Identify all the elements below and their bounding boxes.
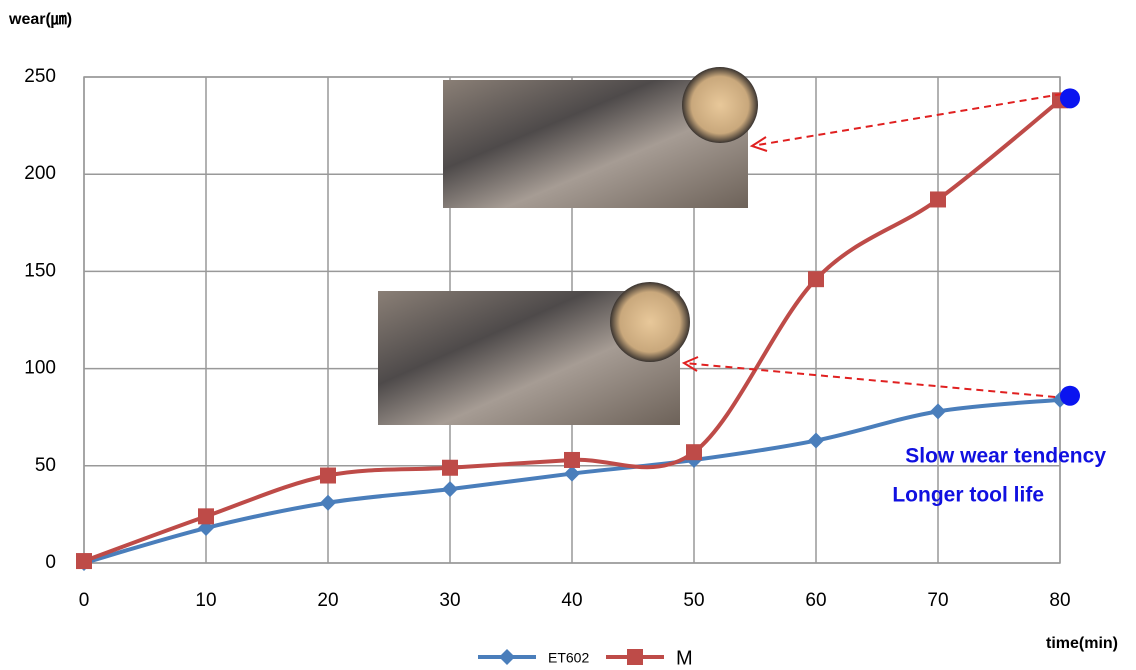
annotation: Slow wear tendency: [905, 445, 1106, 468]
photo-hole: [610, 282, 690, 362]
photo-hole: [682, 67, 758, 143]
arrowhead: [681, 356, 699, 372]
x-tick-label: 10: [195, 590, 216, 611]
legend-label: M: [676, 647, 693, 669]
highlight-dot: [1060, 88, 1080, 109]
marker: [198, 508, 214, 525]
annotation: Longer tool life: [892, 484, 1044, 507]
x-tick-label: 20: [317, 590, 338, 611]
arrow: [683, 362, 1056, 398]
x-tick-label: 0: [79, 590, 90, 611]
y-tick-label: 0: [45, 552, 56, 573]
y-tick-label: 100: [24, 358, 56, 379]
marker: [499, 649, 515, 665]
plot-border: [83, 76, 1061, 564]
x-tick-label: 60: [805, 590, 826, 611]
marker: [564, 465, 580, 482]
marker: [442, 481, 458, 498]
marker: [320, 467, 336, 484]
marker: [930, 191, 946, 208]
marker: [686, 444, 702, 461]
x-axis-label: time(min): [1046, 635, 1118, 652]
marker: [442, 459, 458, 476]
y-tick-label: 50: [35, 455, 56, 476]
y-axis-label: wear(㎛): [8, 11, 72, 29]
marker: [930, 403, 946, 420]
x-tick-label: 30: [439, 590, 460, 611]
arrow: [751, 93, 1063, 147]
x-tick-label: 80: [1049, 590, 1070, 611]
x-tick-label: 40: [561, 590, 582, 611]
marker: [320, 494, 336, 511]
marker: [76, 553, 92, 570]
marker: [808, 432, 824, 449]
plot: [76, 92, 1068, 571]
marker: [808, 271, 824, 288]
arrowhead: [749, 136, 768, 152]
x-tick-label: 50: [683, 590, 704, 611]
y-tick-label: 150: [24, 260, 56, 281]
marker: [564, 451, 580, 468]
photo: [378, 67, 758, 425]
y-tick-label: 200: [24, 163, 56, 184]
y-tick-label: 250: [24, 66, 56, 87]
legend-label: ET602: [548, 650, 589, 666]
highlight-dot: [1060, 385, 1080, 406]
marker: [627, 649, 643, 665]
series-line: [83, 98, 1062, 563]
x-tick-label: 70: [927, 590, 948, 611]
